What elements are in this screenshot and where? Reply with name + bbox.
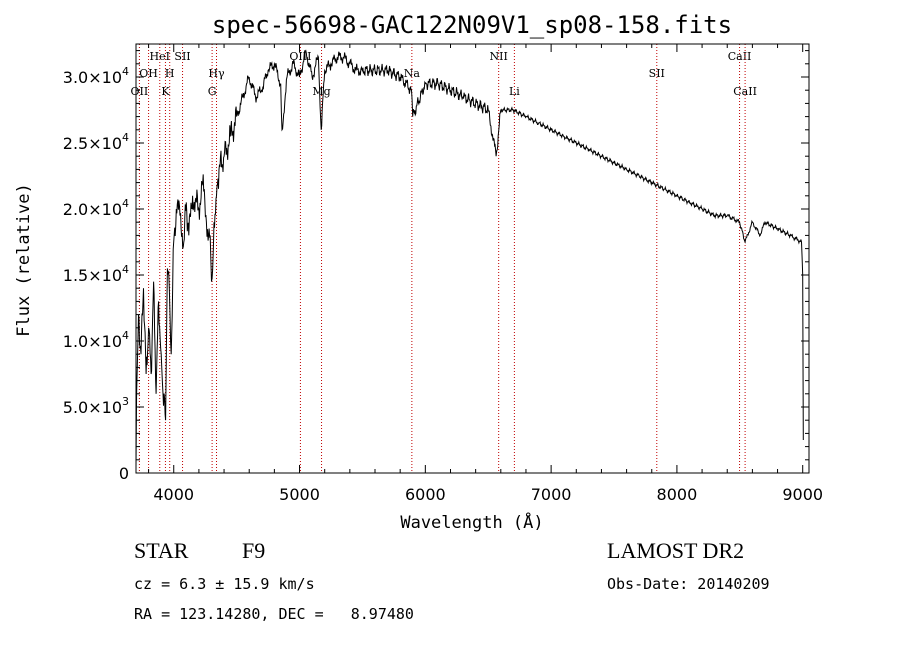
spectral-line-label: Li	[509, 85, 520, 98]
survey-name: LAMOST DR2	[607, 538, 745, 563]
spectral-line-label: HeI	[150, 50, 170, 63]
y-tick-mantissa: 1.5×10	[63, 266, 122, 285]
coordinates: RA = 123.14280, DEC = 8.97480	[134, 605, 414, 623]
y-tick-mantissa: 2.5×10	[63, 134, 122, 153]
y-tick-label: 2.0×104	[63, 197, 129, 219]
redshift-info: cz = 6.3 ± 15.9 km/s	[134, 575, 315, 593]
y-tick-exponent: 4	[122, 65, 129, 78]
y-tick-label: 1.5×104	[63, 263, 129, 285]
y-tick-exponent: 4	[122, 263, 129, 276]
observation-date: Obs-Date: 20140209	[607, 575, 770, 593]
y-tick-exponent: 4	[122, 197, 129, 210]
x-tick-label: 7000	[531, 485, 572, 504]
y-tick-mantissa: 5.0×10	[63, 398, 122, 417]
spectral-line-label: OII	[131, 85, 149, 98]
y-axis-ticks: 05.0×1031.0×1041.5×1042.0×1042.5×1043.0×…	[63, 50, 809, 483]
y-tick-label: 2.5×104	[63, 131, 129, 153]
chart-title: spec-56698-GAC122N09V1_sp08-158.fits	[212, 11, 732, 39]
spectral-line-label: CaII	[728, 50, 752, 63]
y-axis-label: Flux (relative)	[14, 183, 34, 337]
y-tick-label: 3.0×104	[63, 65, 129, 87]
spectral-line-label: Hγ	[208, 67, 225, 80]
object-class: STAR	[134, 538, 189, 563]
y-tick-exponent: 4	[122, 131, 129, 144]
spectrum-series	[135, 49, 804, 467]
y-tick-exponent: 3	[122, 395, 129, 408]
spectral-line-label: OH	[139, 67, 158, 80]
x-tick-label: 9000	[782, 485, 823, 504]
spectral-line-label: SII	[174, 50, 190, 63]
plot-frame	[135, 43, 810, 474]
y-tick-exponent: 4	[122, 329, 129, 342]
spectrum-line	[135, 49, 804, 467]
x-tick-label: 6000	[405, 485, 446, 504]
x-tick-label: 4000	[153, 485, 194, 504]
x-tick-label: 8000	[657, 485, 698, 504]
spectral-line-label: SII	[649, 67, 665, 80]
y-tick-mantissa: 3.0×10	[63, 68, 122, 87]
y-tick-label: 5.0×103	[63, 395, 129, 417]
spectral-line-label: G	[208, 85, 217, 98]
spectral-line-label: NII	[490, 50, 508, 63]
spectral-line-label: Na	[404, 67, 421, 80]
y-tick-mantissa: 2.0×10	[63, 200, 122, 219]
x-axis-ticks: 4000 5000 6000 7000 8000 9000	[148, 44, 823, 504]
y-tick-mantissa: 0	[119, 464, 129, 483]
y-tick-label: 0	[119, 464, 129, 483]
object-subclass: F9	[242, 538, 266, 563]
y-tick-label: 1.0×104	[63, 329, 129, 351]
spectral-line-label: H	[165, 67, 175, 80]
spectral-line-label: K	[161, 85, 170, 98]
y-tick-mantissa: 1.0×10	[63, 332, 122, 351]
x-tick-label: 5000	[279, 485, 320, 504]
x-axis-label: Wavelength (Å)	[400, 511, 543, 533]
spectral-line-label: Mg	[312, 85, 330, 98]
spectral-line-label: CaII	[733, 85, 757, 98]
